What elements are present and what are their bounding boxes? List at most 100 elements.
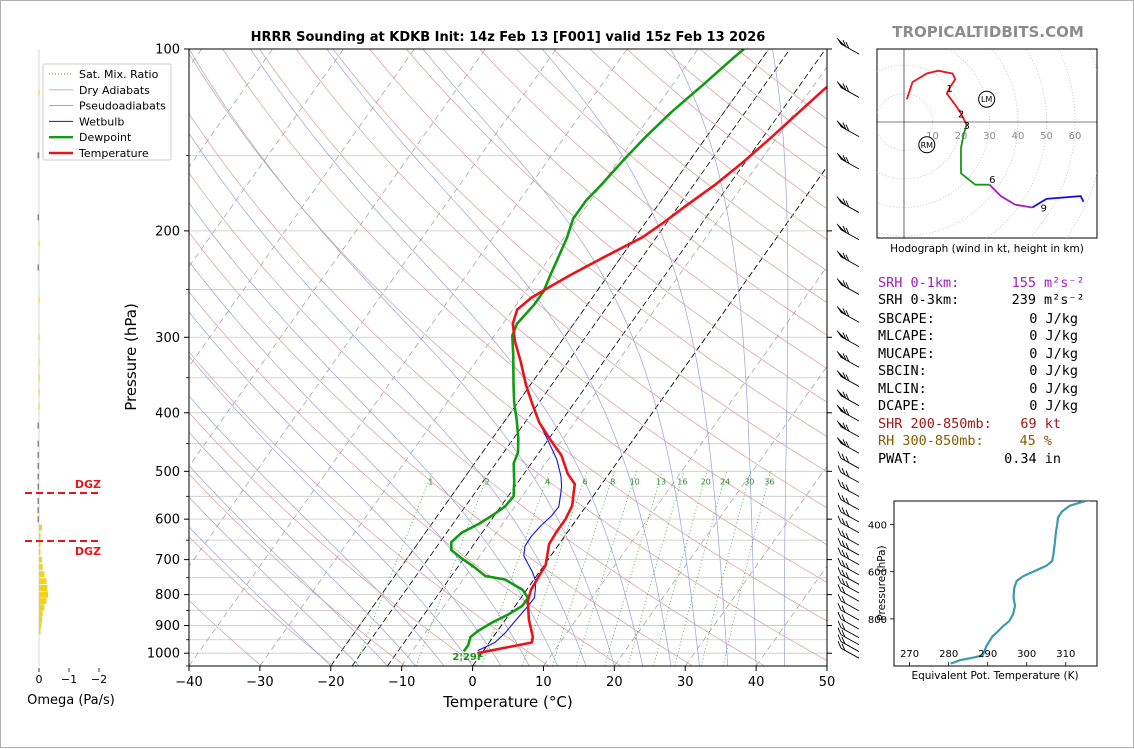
theta-e-chart: Equivalent Pot. Temperature (K) Pressure…: [868, 500, 1098, 682]
wind-barb: [837, 634, 860, 652]
wind-barb: [837, 620, 860, 639]
barb-pennant: [836, 370, 846, 379]
hodograph-height-label: 6: [989, 175, 995, 186]
omega-axis-label: Omega (Pa/s): [27, 693, 115, 708]
storm-motion-label: RM: [921, 141, 934, 150]
barb-staff: [840, 647, 860, 659]
chart-title: HRRR Sounding at KDKB Init: 14z Feb 13 […: [251, 30, 766, 45]
brand-label: TROPICALTIDBITS.COM: [892, 23, 1084, 41]
dry-adiabat-line: [406, 49, 827, 403]
barb-flag: [845, 156, 850, 164]
y-tick-label: 1000: [147, 647, 180, 662]
theta-e-y-label: Pressure (hPa): [876, 545, 888, 620]
index-label: MUCAPE:: [878, 346, 935, 362]
barb-staff: [840, 564, 860, 576]
index-value: 0 J/kg: [1029, 311, 1078, 327]
barb-flag: [837, 557, 842, 566]
omega-bar-gray: [37, 452, 39, 459]
pseudoadiabat-line: [189, 526, 332, 666]
barb-staff: [840, 457, 860, 469]
omega-bar-gray: [37, 473, 39, 480]
barb-flag: [837, 479, 842, 487]
dgz-isotherm-line: [387, 49, 826, 666]
mixing-ratio-label: 6: [583, 478, 588, 487]
pseudoadiabat-line: [422, 49, 700, 666]
theta-e-plot: [950, 501, 1091, 665]
storm-motion-label: LM: [981, 95, 992, 104]
barb-flag: [841, 507, 846, 515]
barb-flag: [841, 586, 846, 594]
wind-barb: [837, 547, 860, 565]
pwat-value: 0.34 in: [1004, 451, 1061, 467]
wind-barb: [836, 278, 860, 295]
omega-bar-gray: [37, 440, 39, 447]
barb-flag: [841, 636, 846, 645]
wind-barb: [837, 465, 860, 483]
omega-tick-label: 0: [36, 673, 43, 686]
pseudoadiabat-line: [772, 49, 789, 666]
barb-flag: [842, 198, 847, 206]
omega-bar: [39, 571, 45, 578]
barb-pennant: [836, 404, 846, 414]
index-value: 0 J/kg: [1029, 346, 1078, 362]
barb-flag: [841, 549, 846, 558]
barb-staff: [840, 618, 860, 630]
barb-flag: [845, 200, 850, 208]
omega-bar: [39, 598, 47, 605]
mixing-ratio-label: 2: [485, 478, 490, 487]
pseudoadiabat-line: [189, 49, 615, 666]
x-tick-label: 20: [606, 675, 623, 690]
mixing-ratio-label: 10: [630, 478, 640, 487]
barb-flag: [842, 280, 847, 288]
omega-bar: [39, 604, 45, 611]
wind-barb: [836, 152, 860, 170]
omega-tick-label: −1: [61, 673, 77, 686]
barb-pennant: [836, 81, 846, 90]
omega-bar: [39, 591, 48, 598]
omega-bar-gray: [37, 264, 39, 271]
pseudoadiabat-line: [189, 496, 360, 666]
dry-adiabat-line: [189, 172, 765, 666]
barb-flag: [845, 552, 850, 560]
y-tick-label: 900: [155, 619, 180, 634]
wind-barb: [836, 330, 860, 348]
barb-flag: [845, 227, 850, 235]
barb-pennant: [836, 120, 846, 129]
wind-barb: [837, 527, 860, 546]
hodograph-height-label: 1: [946, 84, 952, 95]
wind-barb: [837, 593, 860, 612]
hodograph-ring-label: 10: [926, 131, 939, 142]
y-tick-label: 600: [155, 513, 180, 528]
barb-flag: [842, 122, 847, 130]
hodograph-height-label: 3: [964, 121, 970, 132]
omega-bar: [39, 541, 41, 548]
barb-flag: [845, 497, 850, 505]
legend-label: Dewpoint: [79, 131, 132, 144]
x-tick-label: −20: [317, 675, 344, 690]
barb-staff: [840, 499, 860, 511]
dgz-isotherm-line: [351, 49, 791, 666]
omega-bar: [39, 524, 42, 531]
barb-staff: [840, 641, 860, 652]
barb-pennant: [836, 250, 846, 260]
mixing-ratio-line: [354, 471, 434, 666]
pseudoadiabat-line: [189, 132, 587, 666]
barb-flag: [845, 509, 850, 518]
wetbulb-line: [477, 86, 827, 652]
barb-pennant: [836, 223, 846, 233]
shear-label: SHR 200-850mb:: [878, 416, 992, 432]
barb-flag: [845, 310, 850, 318]
barb-flag: [841, 481, 846, 490]
x-tick-label: 10: [535, 675, 552, 690]
dgz-isotherm-line: [330, 49, 770, 666]
omega-bar-gray: [37, 463, 39, 470]
srh-3km-unit: m²s⁻²: [1044, 292, 1085, 308]
barb-flag: [842, 39, 847, 48]
barb-pennant: [836, 196, 846, 205]
barb-flag: [845, 424, 850, 432]
omega-bar: [39, 628, 41, 635]
barb-flag: [841, 467, 846, 476]
barb-staff: [840, 522, 860, 534]
isotherm-line: [189, 49, 557, 567]
